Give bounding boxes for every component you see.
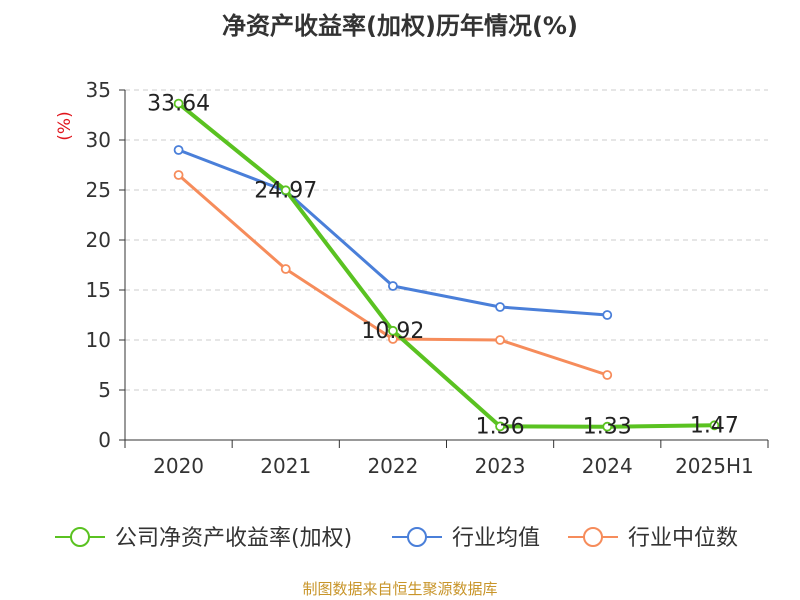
chart-title: 净资产收益率(加权)历年情况(%) <box>222 12 578 40</box>
legend-label: 公司净资产收益率(加权) <box>115 526 352 551</box>
data-point <box>388 281 398 291</box>
legend-marker <box>583 527 603 547</box>
data-label: 1.36 <box>476 414 525 439</box>
data-point <box>280 185 291 196</box>
data-label: 33.64 <box>147 92 210 117</box>
data-point <box>495 421 505 432</box>
legend: 公司净资产收益率(加权) 行业均值 行业中位数 <box>55 526 738 551</box>
data-label: 1.47 <box>690 413 739 438</box>
series-line <box>177 102 715 429</box>
data-point <box>173 170 184 180</box>
x-tick-label: 2024 <box>582 454 633 478</box>
source-note: 制图数据来自恒生聚源数据库 <box>302 580 498 598</box>
y-axis-label: (%) <box>55 111 75 140</box>
legend-label: 行业均值 <box>452 526 540 551</box>
x-tick-label: 2023 <box>475 454 526 478</box>
x-tick-label: 2021 <box>260 454 311 478</box>
y-tick-label: 5 <box>98 378 111 402</box>
y-tick-label: 15 <box>86 278 111 302</box>
grid-lines <box>125 89 768 391</box>
data-label: 10.92 <box>361 319 424 344</box>
y-tick-label: 0 <box>98 428 111 452</box>
data-label: 1.33 <box>583 415 632 440</box>
series-lines <box>173 98 720 432</box>
y-tick-label: 10 <box>86 328 111 352</box>
data-point <box>495 302 505 312</box>
legend-marker <box>407 527 427 547</box>
data-point <box>280 264 291 274</box>
x-tick-label: 2025H1 <box>675 454 754 478</box>
data-point <box>602 310 613 320</box>
x-tick-label: 2022 <box>367 454 418 478</box>
data-point <box>388 325 398 336</box>
y-tick-label: 35 <box>86 78 111 102</box>
data-point <box>173 98 184 109</box>
data-labels: 33.64 24.97 10.92 1.36 1.33 1.47 <box>147 92 739 440</box>
y-tick-label: 25 <box>86 178 111 202</box>
x-tick-label: 2020 <box>153 454 204 478</box>
legend-marker <box>70 527 90 547</box>
data-point <box>173 145 184 155</box>
axes: 0 5 10 15 20 25 30 35 2020 2021 2022 2023 2024 2025H1… <box>55 78 769 478</box>
data-point <box>602 370 613 380</box>
data-point <box>602 421 613 432</box>
series-line <box>177 173 608 377</box>
data-point <box>495 335 505 345</box>
data-point <box>709 420 720 431</box>
data-label: 24.97 <box>254 178 317 203</box>
legend-label: 行业中位数 <box>628 526 738 551</box>
y-tick-label: 20 <box>86 228 111 252</box>
y-tick-label: 30 <box>86 128 111 152</box>
